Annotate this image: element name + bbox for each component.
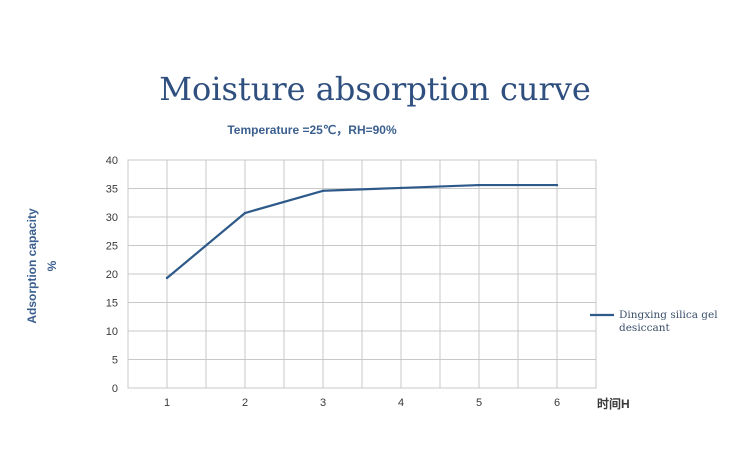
x-tick-label: 3 — [320, 397, 326, 409]
x-axis-ticks: 1 2 3 4 5 6 — [164, 397, 560, 409]
chart-subtitle: Temperature =25℃，RH=90% — [227, 123, 397, 137]
y-tick-label: 20 — [106, 269, 118, 281]
legend-label-line1: Dingxing silica gel — [619, 309, 718, 321]
data-point — [477, 183, 481, 187]
y-tick-label: 15 — [106, 298, 118, 310]
series-layer — [165, 183, 559, 280]
y-axis-ticks: 0 5 10 15 20 25 30 35 40 — [106, 155, 118, 395]
grid — [127, 159, 597, 389]
data-point — [243, 211, 247, 215]
legend-label-line2: desiccant — [619, 322, 670, 334]
x-tick-label: 6 — [554, 397, 560, 409]
y-tick-label: 40 — [106, 155, 118, 167]
y-tick-label: 5 — [112, 355, 118, 367]
x-tick-label: 2 — [242, 397, 248, 409]
x-tick-label: 5 — [476, 397, 482, 409]
data-point — [399, 186, 403, 190]
chart-title: Moisture absorption curve — [159, 70, 591, 108]
legend: Dingxing silica gel desiccant — [590, 309, 718, 334]
x-tick-label: 1 — [164, 397, 170, 409]
y-tick-label: 10 — [106, 326, 118, 338]
data-point — [555, 183, 559, 187]
plot-frame — [127, 159, 597, 389]
x-axis-label: 时间H — [597, 396, 630, 411]
data-point — [321, 189, 325, 192]
y-tick-label: 35 — [106, 184, 118, 196]
y-axis-label-line1: Adsorption capacity — [25, 208, 39, 324]
x-tick-label: 4 — [398, 397, 404, 409]
y-axis-label: Adsorption capacity % — [25, 208, 59, 324]
y-tick-label: 0 — [112, 383, 118, 395]
y-tick-label: 30 — [106, 212, 118, 224]
y-tick-label: 25 — [106, 241, 118, 253]
y-axis-label-line2: % — [45, 260, 59, 271]
series-line — [166, 183, 557, 279]
data-point — [165, 276, 169, 280]
